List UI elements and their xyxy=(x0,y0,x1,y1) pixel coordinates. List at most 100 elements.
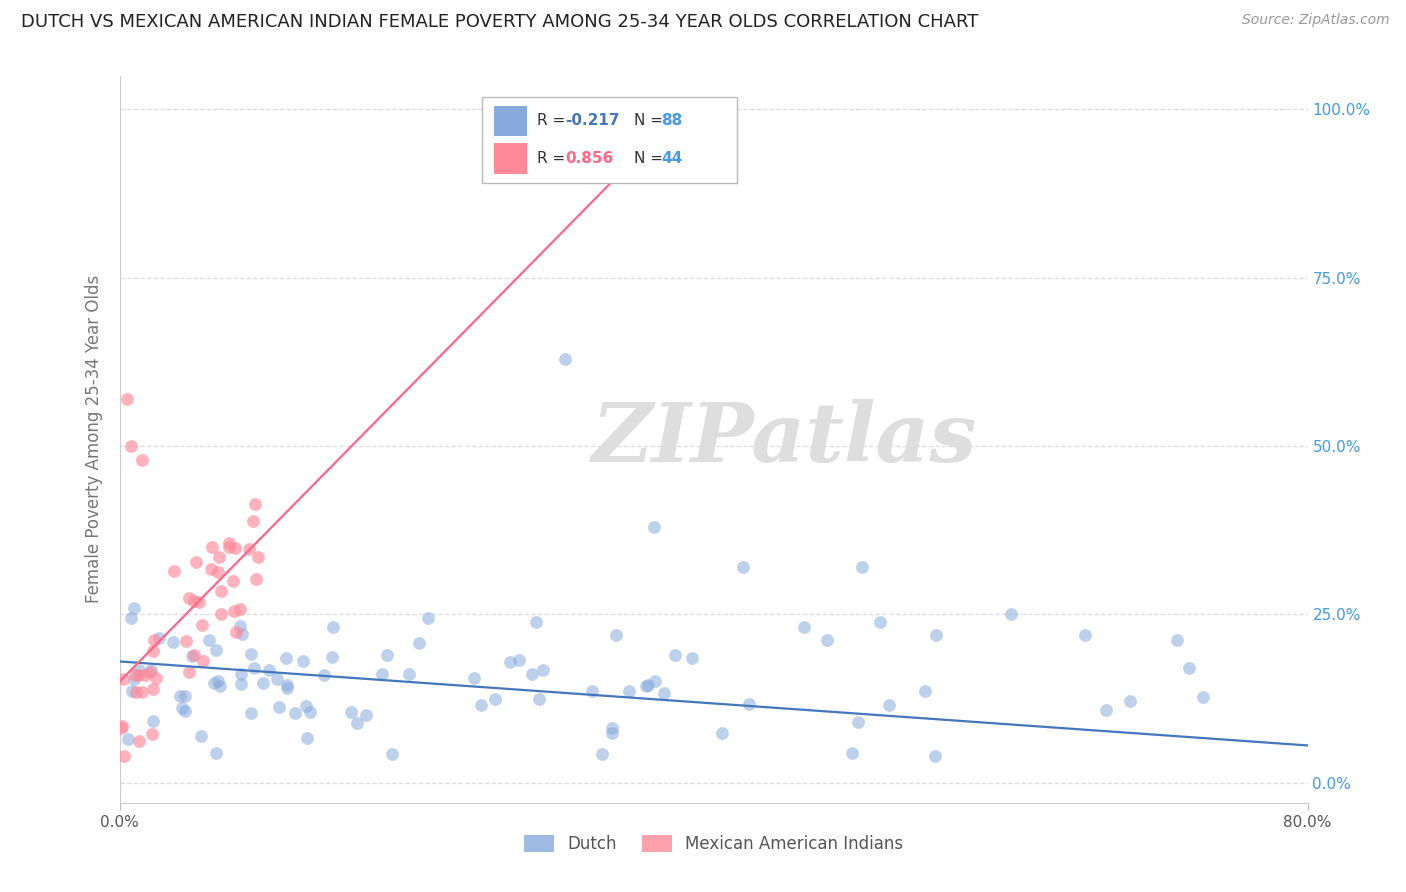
Point xyxy=(163,564,186,578)
Point xyxy=(202,676,225,690)
Point xyxy=(815,633,838,648)
Point xyxy=(110,721,132,735)
Point xyxy=(243,661,266,675)
Point xyxy=(183,648,205,663)
Point xyxy=(207,565,229,579)
Point xyxy=(257,663,280,677)
Point xyxy=(526,615,548,629)
Text: N =: N = xyxy=(634,113,668,128)
Point xyxy=(121,683,143,698)
Point xyxy=(484,692,506,706)
Point xyxy=(224,541,246,555)
Point xyxy=(398,666,420,681)
Point xyxy=(846,715,869,730)
Point xyxy=(340,706,363,720)
Point xyxy=(120,439,142,453)
Point xyxy=(187,595,209,609)
Point xyxy=(295,698,318,713)
Point xyxy=(643,520,665,534)
Point xyxy=(346,716,368,731)
Point xyxy=(184,555,207,569)
Point xyxy=(181,648,204,663)
Point xyxy=(142,681,165,696)
Point xyxy=(246,549,269,564)
Bar xyxy=(494,144,527,174)
Point xyxy=(925,627,948,641)
Point xyxy=(664,648,686,662)
Point xyxy=(291,654,314,668)
Point xyxy=(143,632,166,647)
Point xyxy=(314,667,336,681)
Point xyxy=(177,665,200,679)
Point xyxy=(851,560,873,574)
Point xyxy=(274,651,297,665)
Point xyxy=(636,679,658,693)
Point xyxy=(1000,607,1022,622)
Point xyxy=(637,678,659,692)
Point xyxy=(239,706,262,721)
Point xyxy=(209,607,232,621)
Point xyxy=(914,684,936,698)
Point xyxy=(644,673,666,688)
Point xyxy=(145,671,167,685)
Point xyxy=(793,620,815,634)
Point xyxy=(112,748,135,763)
Point xyxy=(231,677,253,691)
Point xyxy=(124,668,146,682)
Point xyxy=(617,684,640,698)
Point xyxy=(222,574,245,588)
Point xyxy=(190,729,212,743)
Point xyxy=(1095,703,1118,717)
Point xyxy=(172,700,194,714)
Point xyxy=(162,635,184,649)
Bar xyxy=(494,105,527,136)
Point xyxy=(218,540,240,554)
Point xyxy=(354,707,377,722)
Point xyxy=(245,572,267,586)
Point xyxy=(204,643,226,657)
Point xyxy=(128,663,150,677)
Point xyxy=(591,747,613,762)
Point xyxy=(142,643,165,657)
Point xyxy=(1119,694,1142,708)
Point xyxy=(284,706,307,720)
Point xyxy=(602,721,624,735)
Point xyxy=(710,726,733,740)
Point xyxy=(733,560,755,574)
Point xyxy=(297,731,319,745)
Point xyxy=(252,676,274,690)
Point xyxy=(238,542,260,557)
Point xyxy=(122,672,145,686)
Point xyxy=(124,600,146,615)
Point xyxy=(177,591,200,605)
Point xyxy=(111,719,134,733)
Point xyxy=(209,679,232,693)
Point xyxy=(681,650,703,665)
Point xyxy=(174,704,197,718)
Point xyxy=(115,392,138,406)
Point xyxy=(141,727,163,741)
Point xyxy=(1192,690,1215,704)
Point xyxy=(463,671,485,685)
Point xyxy=(418,611,440,625)
Point xyxy=(131,452,153,467)
Point xyxy=(207,674,229,689)
Point xyxy=(371,667,394,681)
Point xyxy=(529,691,551,706)
Point xyxy=(408,635,430,649)
Point xyxy=(201,540,224,554)
Point xyxy=(276,681,298,696)
Point xyxy=(652,685,675,699)
Point xyxy=(381,747,404,761)
Point xyxy=(605,628,627,642)
Text: -0.217: -0.217 xyxy=(565,113,620,128)
Point xyxy=(508,653,530,667)
Point xyxy=(169,689,191,703)
Point xyxy=(581,683,603,698)
Point xyxy=(499,655,522,669)
Point xyxy=(924,749,946,764)
Point xyxy=(128,734,150,748)
Point xyxy=(231,627,253,641)
Point xyxy=(200,562,222,576)
Point xyxy=(266,672,288,686)
